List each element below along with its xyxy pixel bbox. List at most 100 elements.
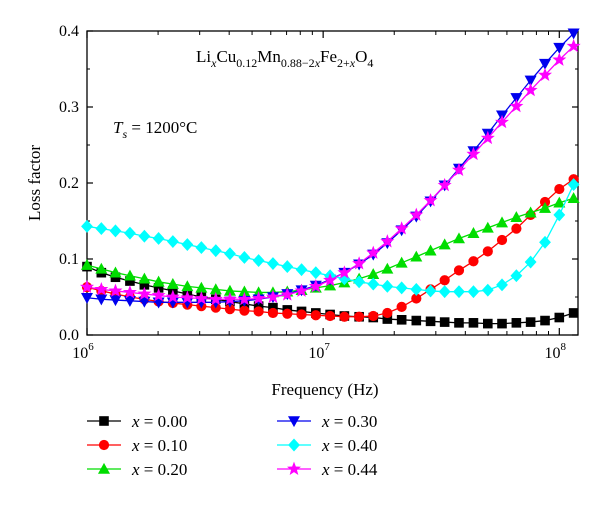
data-point — [224, 247, 236, 261]
data-point — [194, 291, 209, 305]
data-point — [510, 93, 523, 105]
data-point — [296, 309, 307, 320]
data-point — [524, 206, 537, 218]
data-point — [438, 285, 451, 299]
data-point — [539, 235, 551, 249]
legend-item: x = 0.10 — [87, 436, 187, 455]
data-point — [539, 201, 552, 213]
legend-marker — [288, 438, 300, 452]
data-point — [525, 317, 536, 327]
data-point — [353, 275, 366, 289]
data-point — [267, 257, 279, 271]
y-axis-title: Loss factor — [25, 145, 44, 221]
data-point — [152, 275, 165, 287]
legend-item: x = 0.20 — [87, 460, 187, 479]
y-tick-label: 0.1 — [59, 251, 79, 268]
y-tick-label: 0.4 — [59, 23, 79, 40]
data-point — [368, 310, 379, 322]
data-point — [480, 130, 495, 145]
data-point — [396, 301, 407, 312]
data-point — [337, 265, 352, 279]
legend-label: x = 0.44 — [321, 460, 378, 479]
data-point — [524, 75, 537, 87]
legend-marker — [287, 416, 301, 428]
legend-label: x = 0.00 — [131, 412, 187, 431]
data-point — [468, 318, 479, 328]
data-point — [539, 58, 552, 70]
data-point — [80, 279, 94, 294]
data-point — [152, 232, 165, 245]
x-axis-title: Frequency (Hz) — [271, 380, 378, 399]
data-point — [308, 279, 323, 293]
y-tick-label: 0.2 — [59, 175, 79, 192]
data-point — [252, 254, 265, 267]
data-point — [424, 244, 437, 256]
data-point — [394, 221, 409, 235]
data-point — [554, 312, 565, 323]
data-point — [496, 278, 508, 292]
data-point — [251, 291, 266, 305]
x-tick-label: 106 — [72, 341, 94, 362]
data-point — [108, 283, 123, 297]
data-point — [109, 295, 122, 307]
data-point — [524, 255, 537, 269]
data-point — [395, 256, 408, 268]
legend-label: x = 0.30 — [321, 412, 377, 431]
data-point — [451, 162, 466, 177]
data-point — [409, 207, 424, 221]
data-point — [466, 146, 481, 161]
data-point — [396, 314, 407, 325]
data-point — [511, 318, 522, 328]
data-point — [151, 288, 166, 302]
data-point — [425, 316, 436, 327]
data-point — [553, 196, 566, 208]
data-point — [381, 279, 394, 293]
data-point — [165, 289, 180, 303]
data-point — [495, 114, 510, 129]
data-point — [481, 221, 494, 233]
legend-label: x = 0.40 — [321, 436, 377, 455]
y-tick-label: 0.3 — [59, 99, 79, 116]
data-point — [454, 318, 464, 328]
data-point — [468, 256, 479, 267]
data-point — [453, 285, 465, 299]
data-point — [282, 308, 293, 319]
x-tick-label: 108 — [545, 341, 567, 362]
data-point — [166, 235, 179, 248]
data-point — [380, 234, 395, 248]
data-point — [237, 291, 252, 306]
data-point — [510, 211, 523, 222]
data-point — [553, 208, 566, 222]
legend-item: x = 0.30 — [277, 412, 377, 431]
data-point — [80, 258, 94, 270]
data-point — [424, 284, 437, 298]
data-point — [552, 52, 567, 66]
data-point — [137, 286, 152, 300]
data-point — [281, 260, 294, 274]
data-point — [439, 317, 450, 327]
data-point — [382, 307, 393, 319]
legend-marker — [287, 461, 301, 475]
data-point — [453, 265, 465, 276]
data-point — [482, 246, 493, 257]
data-point — [523, 82, 538, 97]
data-point — [438, 238, 451, 250]
data-point — [352, 256, 367, 270]
data-point — [309, 266, 322, 280]
data-point — [554, 183, 565, 195]
data-point — [138, 296, 151, 308]
data-point — [496, 234, 508, 246]
data-point — [95, 222, 108, 236]
data-point — [483, 318, 493, 329]
data-point — [367, 277, 380, 291]
data-point — [423, 193, 438, 207]
data-point — [238, 251, 251, 264]
data-point — [81, 219, 93, 233]
x-axis: 106 107 108 — [72, 31, 567, 362]
data-point — [410, 282, 423, 296]
data-point — [323, 272, 338, 287]
legend-label: x = 0.20 — [131, 460, 187, 479]
data-point — [467, 227, 480, 238]
series-layer — [80, 28, 581, 329]
data-point — [195, 241, 208, 255]
